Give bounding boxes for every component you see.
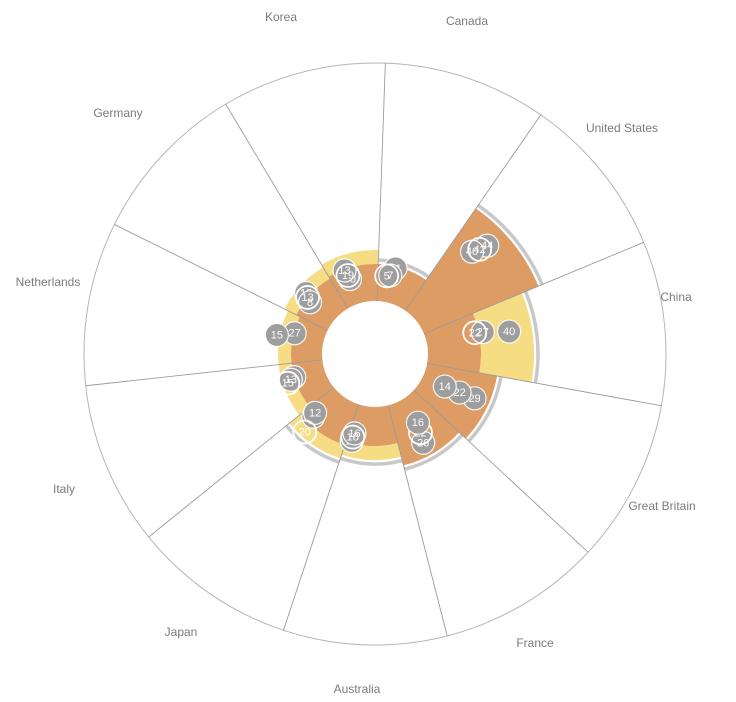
sector-boundary-line <box>85 359 323 387</box>
mark-value-china: 22 <box>469 327 481 339</box>
country-label-great-britain: Great Britain <box>628 499 695 513</box>
sector-boundary-line <box>387 405 448 637</box>
sector-gray-ring-china <box>523 290 540 384</box>
country-label-china: China <box>660 290 692 304</box>
mark-circle-outline-china[interactable] <box>462 320 488 346</box>
sector-boundary-line <box>404 114 542 311</box>
mark-value-germany: 13 <box>301 292 313 304</box>
mark-value-germany: 8 <box>307 297 313 309</box>
mark-circle-outline-canada[interactable] <box>374 263 400 289</box>
mark-value-canada: 5 <box>384 270 390 282</box>
sector-wedge-orange-germany[interactable] <box>296 278 348 331</box>
mark-circle-france[interactable] <box>405 410 431 435</box>
mark-circle-outline-australia[interactable] <box>340 424 366 450</box>
mark-value-japan: 20 <box>299 427 311 439</box>
sector-boundary-line <box>376 63 386 302</box>
mark-circle-great-britain[interactable] <box>432 374 457 399</box>
country-label-korea: Korea <box>265 10 297 24</box>
sector-gray-ring-france <box>404 433 464 471</box>
mark-circle-outline-italy[interactable] <box>275 370 301 396</box>
country-label-canada: Canada <box>446 14 488 28</box>
sector-wedge-yellow-japan[interactable] <box>289 414 345 459</box>
mark-value-china: 40 <box>503 326 515 338</box>
sector-gray-ring-united-states <box>477 203 544 286</box>
mark-value-korea: 13 <box>338 265 350 277</box>
country-label-germany: Germany <box>93 106 142 120</box>
sector-boundary-line <box>427 362 662 407</box>
mark-circle-japan[interactable] <box>302 400 328 425</box>
sector-gray-ring-great-britain <box>467 376 503 443</box>
country-label-united-states: United States <box>586 121 658 135</box>
sector-gray-ring-australia <box>339 456 403 466</box>
mark-circle-china[interactable] <box>497 319 522 344</box>
sector-boundary-line <box>114 224 328 331</box>
mark-value-korea: 19 <box>342 270 354 282</box>
mark-value-great-britain: 22 <box>454 387 466 399</box>
sector-wedge-orange-united-states[interactable] <box>405 208 539 334</box>
mark-circle-italy[interactable] <box>278 367 303 392</box>
mark-circle-outline-germany[interactable] <box>295 285 320 310</box>
mark-value-great-britain: 29 <box>468 393 480 405</box>
mark-value-australia: 16 <box>348 428 360 440</box>
country-label-france: France <box>516 636 554 650</box>
country-label-japan: Japan <box>165 625 198 639</box>
mark-circle-netherlands[interactable] <box>264 322 289 348</box>
sector-boundary-line <box>413 389 589 553</box>
country-label-netherlands: Netherlands <box>16 275 81 289</box>
mark-value-netherlands: 15 <box>271 329 283 341</box>
sector-gray-ring-japan <box>284 424 340 464</box>
mark-value-great-britain: 14 <box>439 381 451 393</box>
mark-circle-outline-united-states[interactable] <box>467 236 493 262</box>
mark-value-france: 16 <box>412 417 424 429</box>
outer-circle <box>83 62 667 646</box>
mark-value-canada: 7 <box>387 270 393 282</box>
sector-boundary-line <box>423 241 644 335</box>
mark-circle-outline-japan[interactable] <box>292 419 318 445</box>
country-label-italy: Italy <box>53 482 75 496</box>
mark-value-netherlands: 27 <box>289 328 301 340</box>
mark-value-italy: 13 <box>285 374 297 386</box>
country-label-australia: Australia <box>334 682 381 696</box>
mark-value-italy: 15 <box>282 378 294 390</box>
mark-circle-outline-korea[interactable] <box>335 263 361 288</box>
sector-boundary-line <box>225 103 349 309</box>
mark-value-japan: 12 <box>309 407 321 419</box>
mark-value-united-states: 42 <box>474 244 486 256</box>
mark-value-australia: 18 <box>347 432 359 444</box>
mark-circle-china[interactable] <box>470 319 495 345</box>
